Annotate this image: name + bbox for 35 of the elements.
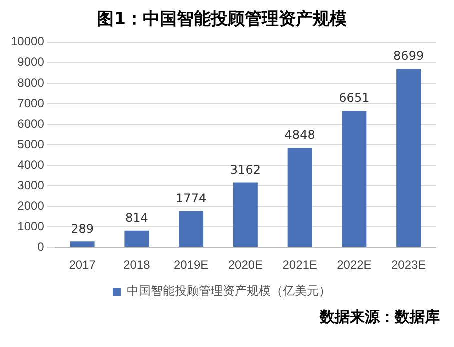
bar xyxy=(233,182,258,248)
source-note: 数据来源：数据库 xyxy=(318,308,441,327)
x-tick-label: 2021E xyxy=(282,258,318,272)
y-tick-label: 2000 xyxy=(18,198,45,213)
bar xyxy=(70,242,95,248)
x-tick-label: 2017 xyxy=(69,258,96,272)
y-tick-label: 8000 xyxy=(18,76,45,90)
legend-label: 中国智能投顾管理资产规模（亿美元） xyxy=(127,284,331,298)
x-tick-label: 2019E xyxy=(174,258,209,272)
y-tick-label: 5000 xyxy=(18,137,45,152)
bar xyxy=(288,148,312,248)
x-tick-label: 2022E xyxy=(337,258,372,272)
y-tick-label: 9000 xyxy=(18,55,45,70)
x-tick-label: 2023E xyxy=(391,258,426,272)
data-label: 6651 xyxy=(339,91,370,106)
x-tick-label: 2018 xyxy=(124,258,151,272)
y-tick-label: 6000 xyxy=(18,116,45,131)
y-tick-label: 10000 xyxy=(10,34,45,49)
y-tick-label: 7000 xyxy=(18,96,45,110)
y-tick-label: 0 xyxy=(38,240,45,254)
bar xyxy=(342,111,367,248)
data-label: 3162 xyxy=(230,162,261,177)
y-tick-label: 3000 xyxy=(18,178,45,192)
y-tick-label: 1000 xyxy=(18,219,45,234)
data-label: 8699 xyxy=(394,49,424,64)
data-label: 1774 xyxy=(176,191,207,206)
x-tick-label: 2020E xyxy=(228,258,264,272)
data-label: 814 xyxy=(125,211,148,226)
chart-title: 图1：中国智能投顾管理资产规模 xyxy=(97,10,347,30)
bar xyxy=(396,69,422,248)
data-label: 289 xyxy=(71,222,94,236)
bar xyxy=(179,211,204,248)
data-label: 4848 xyxy=(284,128,316,142)
y-tick-label: 4000 xyxy=(18,158,45,172)
bar xyxy=(124,230,150,248)
